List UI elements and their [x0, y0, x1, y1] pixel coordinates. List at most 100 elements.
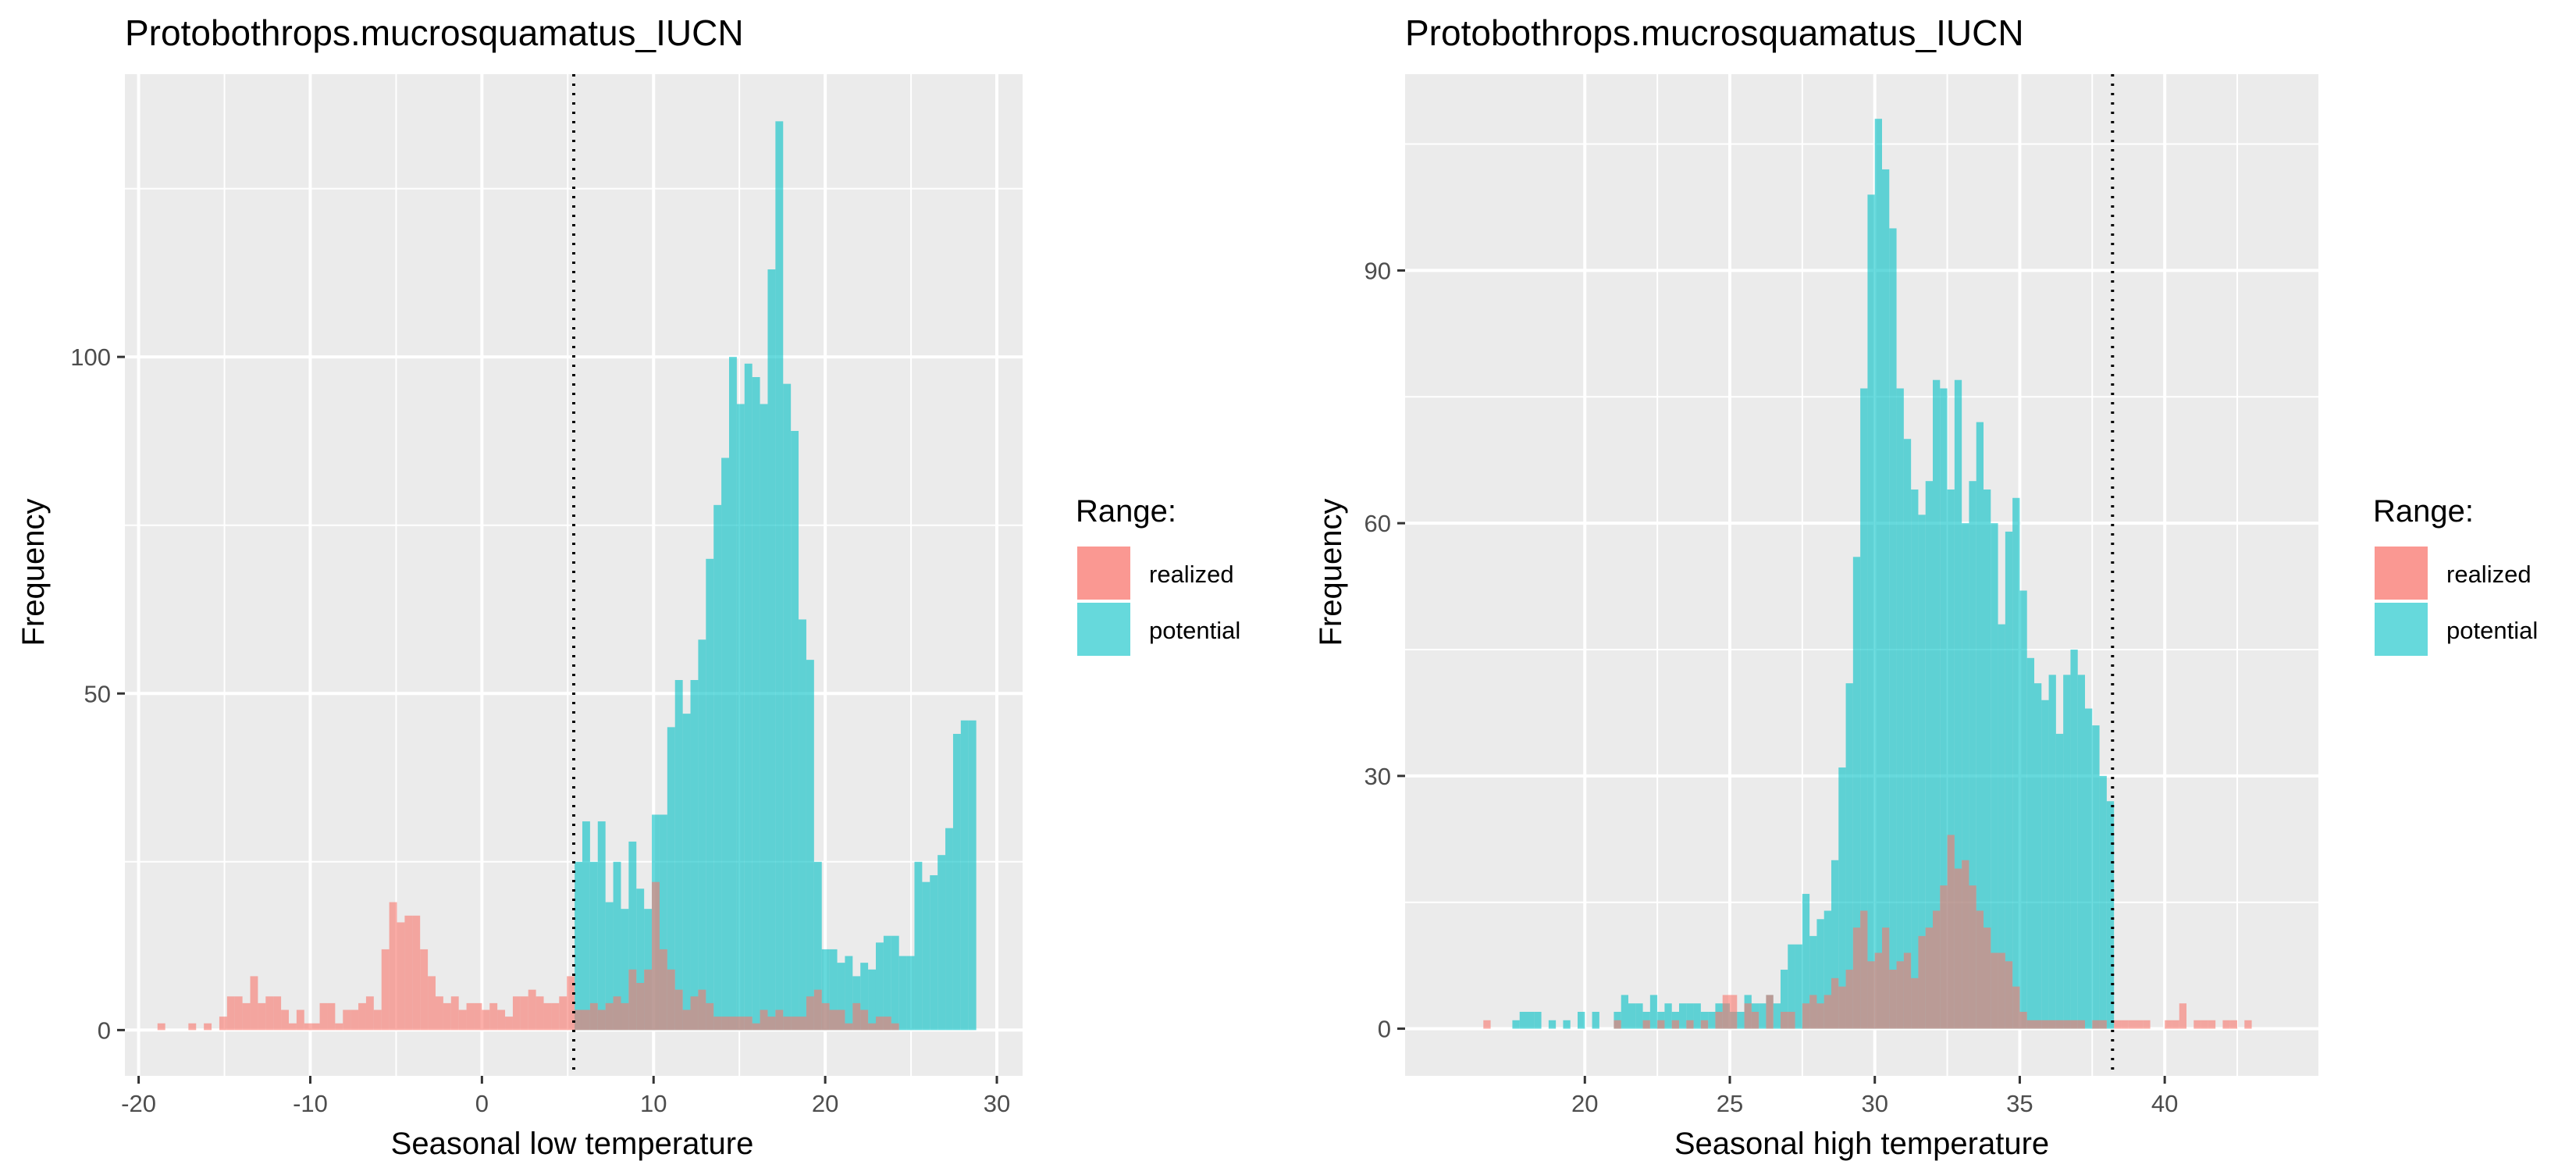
left-legend-label-realized: realized [1149, 561, 1234, 588]
left-bar-realized [157, 1023, 165, 1031]
left-bar-realized [613, 996, 621, 1031]
right-x-tick-label: 30 [1861, 1090, 1888, 1117]
right-bar-potential [1686, 1003, 1694, 1029]
right-bar-potential [1925, 481, 1933, 1029]
left-bar-realized [428, 976, 436, 1031]
left-bar-potential [575, 861, 582, 1031]
right-bar-potential [1998, 624, 2005, 1029]
left-bar-potential [621, 909, 629, 1031]
left-bar-realized [219, 1017, 227, 1031]
right-bar-realized [1903, 952, 1912, 1029]
right-bar-realized [2222, 1020, 2230, 1029]
right-bar-potential [1512, 1020, 1520, 1029]
left-bar-realized [350, 1009, 359, 1031]
right-bar-potential [1693, 1003, 1701, 1029]
left-bar-realized [373, 1009, 382, 1031]
right-bar-realized [1976, 910, 1984, 1029]
left-bar-potential [783, 383, 792, 1031]
left-bar-realized [404, 915, 413, 1031]
right-bar-realized [2136, 1020, 2144, 1029]
left-bar-realized [821, 1002, 830, 1031]
left-bar-realized [319, 1002, 328, 1031]
right-bar-realized [1940, 885, 1948, 1029]
right-bar-potential [1845, 683, 1853, 1029]
left-bar-realized [744, 1017, 753, 1031]
right-bar-realized [2041, 1020, 2049, 1029]
left-bar-realized [682, 1009, 691, 1031]
right-bar-potential [1918, 515, 1926, 1029]
right-bar-realized [2208, 1020, 2216, 1029]
right-legend-key-realized [2375, 547, 2428, 600]
left-bar-realized [381, 949, 390, 1031]
left-bar-realized [783, 1017, 792, 1031]
left-bar-realized [505, 1017, 513, 1031]
right-bar-realized [1809, 995, 1817, 1029]
right-legend-key-potential [2375, 603, 2428, 656]
left-bar-realized [474, 1002, 482, 1031]
right-bar-potential [1534, 1011, 1542, 1029]
right-bar-potential [1679, 1003, 1687, 1029]
left-bar-potential [682, 714, 691, 1031]
right-bar-realized [1657, 1020, 1665, 1029]
left-bar-realized [791, 1017, 799, 1031]
left-bar-realized [412, 915, 421, 1031]
left-bar-potential [930, 875, 938, 1031]
left-bar-realized [652, 881, 660, 1031]
left-bar-potential [845, 956, 853, 1031]
left-bar-realized [628, 969, 637, 1031]
left-bar-realized [450, 996, 459, 1031]
left-bar-potential [968, 720, 977, 1031]
right-bar-realized [1874, 952, 1882, 1029]
right-bar-potential [1903, 439, 1912, 1029]
left-y-axis-title: Frequency [16, 499, 51, 646]
left-bar-potential [945, 828, 953, 1031]
left-bar-potential [690, 680, 699, 1031]
right-bar-realized [2201, 1020, 2208, 1029]
right-bar-potential [2070, 649, 2078, 1029]
right-y-tick-label: 90 [1364, 257, 1391, 284]
right-y-tick-label: 30 [1364, 763, 1391, 790]
right-x-tick-label: 35 [2006, 1090, 2033, 1117]
left-bar-potential [860, 963, 869, 1031]
right-bar-realized [1686, 1020, 1694, 1029]
right-bar-realized [2092, 1020, 2100, 1029]
right-bar-potential [1911, 489, 1919, 1029]
right-bar-realized [1911, 977, 1919, 1029]
left-x-tick-label: 30 [984, 1090, 1010, 1117]
left-bar-realized [775, 1009, 784, 1031]
right-bar-realized [2172, 1020, 2179, 1029]
left-bar-potential [721, 458, 729, 1031]
right-bar-realized [1483, 1020, 1491, 1029]
left-bar-potential [613, 861, 621, 1031]
right-bar-realized [1751, 1011, 1759, 1029]
left-bar-potential [582, 821, 590, 1031]
left-bar-potential [799, 619, 806, 1031]
left-bar-realized [829, 1009, 838, 1031]
left-bar-potential [752, 377, 760, 1031]
left-x-tick-label: 0 [475, 1090, 489, 1117]
left-plot-area: -20 -10 0 10 20 30 0 50 100 [70, 74, 1023, 1117]
left-bar-realized [736, 1017, 745, 1031]
right-bar-potential [2099, 775, 2107, 1029]
left-bar-realized [706, 1002, 714, 1031]
left-bar-realized [250, 976, 258, 1031]
left-y-tick-label: 100 [70, 344, 111, 371]
right-bar-realized [1781, 1011, 1788, 1029]
left-bar-realized [644, 969, 653, 1031]
right-bar-realized [2128, 1020, 2136, 1029]
right-legend-label-realized: realized [2446, 561, 2532, 588]
left-bar-realized [296, 1009, 304, 1031]
left-bar-potential [806, 660, 814, 1031]
right-bar-realized [1889, 970, 1897, 1029]
left-bar-realized [258, 1002, 266, 1031]
left-bar-realized [535, 996, 544, 1031]
right-bar-potential [1947, 489, 1955, 1029]
left-bar-realized [365, 996, 374, 1031]
right-bar-realized [2165, 1020, 2172, 1029]
right-bar-realized [2026, 1020, 2034, 1029]
right-bar-realized [1614, 1020, 1621, 1029]
left-bar-potential [914, 861, 923, 1031]
right-bar-potential [1759, 1003, 1767, 1029]
right-bar-potential [1548, 1020, 1557, 1029]
right-bar-potential [1592, 1011, 1599, 1029]
